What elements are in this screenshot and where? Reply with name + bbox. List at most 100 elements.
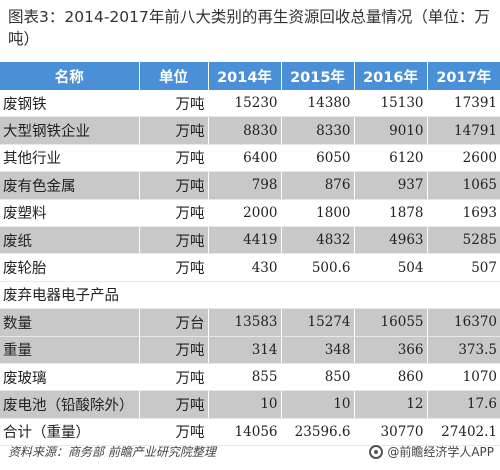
cell-2014: 314 [208,336,282,364]
cell-2015: 6050 [281,144,355,173]
chart-title: 图表3：2014-2017年前八大类别的再生资源回收总量情况（单位：万吨） [8,6,496,50]
cell-2017: 16370 [427,308,500,337]
data-table: 名称 单位 2014年 2015年 2016年 2017年 废钢铁 万吨 15230… [0,62,500,447]
cell-name: 其他行业 [0,144,140,173]
cell-name: 废玻璃 [0,363,140,392]
cell-unit: 万吨 [139,363,209,392]
cell-2015: 23596.6 [281,418,355,447]
title-prefix: 图表3： [8,8,65,26]
cell-2016: 15130 [354,90,428,118]
cell-name: 大型钢铁企业 [0,116,140,145]
cell-2017: 1693 [427,199,500,227]
header-2016: 2016年 [354,62,428,90]
cell-2014: 798 [208,171,282,200]
cell-name: 废轮胎 [0,253,140,282]
table-row: 重量 万吨 314 348 366 373.5 [0,336,500,364]
cell-2015: 348 [281,336,355,364]
cell-2016: 6120 [354,144,428,173]
cell-2016: 860 [354,363,428,392]
cell-unit: 万吨 [139,390,209,419]
header-2014: 2014年 [208,62,282,90]
cell-2016: 12 [354,390,428,419]
cell-2016: 937 [354,171,428,200]
cell-unit: 万吨 [139,116,209,145]
cell-2017: 27402.1 [427,418,500,447]
cell-unit [139,281,209,310]
cell-2014: 4419 [208,226,282,255]
cell-unit: 万吨 [139,336,209,364]
table-row: 合计（重量） 万吨 14056 23596.6 30770 27402.1 [0,418,500,447]
cell-unit: 万吨 [139,199,209,227]
table-row: 废纸 万吨 4419 4832 4963 5285 [0,226,500,255]
header-2017: 2017年 [427,62,500,90]
brand: @前瞻经济学人APP [369,441,494,463]
cell-2015: 15274 [281,308,355,337]
brand-text: @前瞻经济学人APP [387,445,494,459]
cell-2016: 16055 [354,308,428,337]
footer: 资料来源：商务部 前瞻产业研究院整理 @前瞻经济学人APP [8,441,494,463]
table-row: 废电池（铅酸除外） 万吨 10 10 12 17.6 [0,390,500,419]
cell-2017: 14791 [427,116,500,145]
cell-2017: 373.5 [427,336,500,364]
cell-2015 [281,281,355,310]
cell-name: 重量 [0,336,140,364]
cell-unit: 万吨 [139,171,209,200]
cell-2016: 504 [354,253,428,282]
cell-2015: 10 [281,390,355,419]
cell-unit: 万吨 [139,253,209,282]
table-header-row: 名称 单位 2014年 2015年 2016年 2017年 [0,62,500,90]
table-body: 废钢铁 万吨 15230 14380 15130 17391 大型钢铁企业 万吨 8830 833… [0,90,500,447]
cell-unit: 万吨 [139,418,209,447]
cell-2014 [208,281,282,310]
cell-name: 数量 [0,308,140,337]
cell-2014: 15230 [208,90,282,118]
cell-2015: 850 [281,363,355,392]
table-row: 废玻璃 万吨 855 850 860 1070 [0,363,500,392]
cell-2014: 8830 [208,116,282,145]
cell-name: 废弃电器电子产品 [0,281,140,310]
cell-2015: 876 [281,171,355,200]
table-row: 其他行业 万吨 6400 6050 6120 2600 [0,144,500,173]
cell-2016: 4963 [354,226,428,255]
cell-2014: 14056 [208,418,282,447]
data-table-wrapper: 名称 单位 2014年 2015年 2016年 2017年 废钢铁 万吨 15230… [0,62,500,447]
table-row: 数量 万台 13583 15274 16055 16370 [0,308,500,337]
cell-2015: 500.6 [281,253,355,282]
cell-2016: 9010 [354,116,428,145]
cell-unit: 万吨 [139,90,209,118]
table-row: 大型钢铁企业 万吨 8830 8330 9010 14791 [0,116,500,145]
cell-2017: 5285 [427,226,500,255]
cell-2016: 366 [354,336,428,364]
cell-2014: 6400 [208,144,282,173]
source-note: 资料来源：商务部 前瞻产业研究院整理 [8,445,216,459]
table-row: 废弃电器电子产品 [0,281,500,310]
cell-2015: 14380 [281,90,355,118]
table-row: 废轮胎 万吨 430 500.6 504 507 [0,253,500,282]
cell-2016: 30770 [354,418,428,447]
header-unit: 单位 [139,62,209,90]
cell-2017: 1065 [427,171,500,200]
qianzhan-logo-icon [369,445,384,459]
table-row: 废钢铁 万吨 15230 14380 15130 17391 [0,90,500,118]
title-text: 2014-2017年前八大类别的再生资源回收总量情况（单位：万吨） [8,8,490,48]
table-row: 废塑料 万吨 2000 1800 1878 1693 [0,199,500,227]
cell-2015: 1800 [281,199,355,227]
cell-2015: 8330 [281,116,355,145]
header-2015: 2015年 [281,62,355,90]
cell-2017: 2600 [427,144,500,173]
cell-unit: 万吨 [139,226,209,255]
cell-2014: 430 [208,253,282,282]
cell-2014: 855 [208,363,282,392]
cell-2017: 17391 [427,90,500,118]
cell-2014: 13583 [208,308,282,337]
table-row: 废有色金属 万吨 798 876 937 1065 [0,171,500,200]
cell-2017 [427,281,500,310]
header-name: 名称 [0,62,140,90]
cell-name: 废有色金属 [0,171,140,200]
cell-name: 废纸 [0,226,140,255]
cell-2017: 1070 [427,363,500,392]
cell-2016: 1878 [354,199,428,227]
cell-name: 合计（重量） [0,418,140,447]
cell-2014: 2000 [208,199,282,227]
cell-2015: 4832 [281,226,355,255]
